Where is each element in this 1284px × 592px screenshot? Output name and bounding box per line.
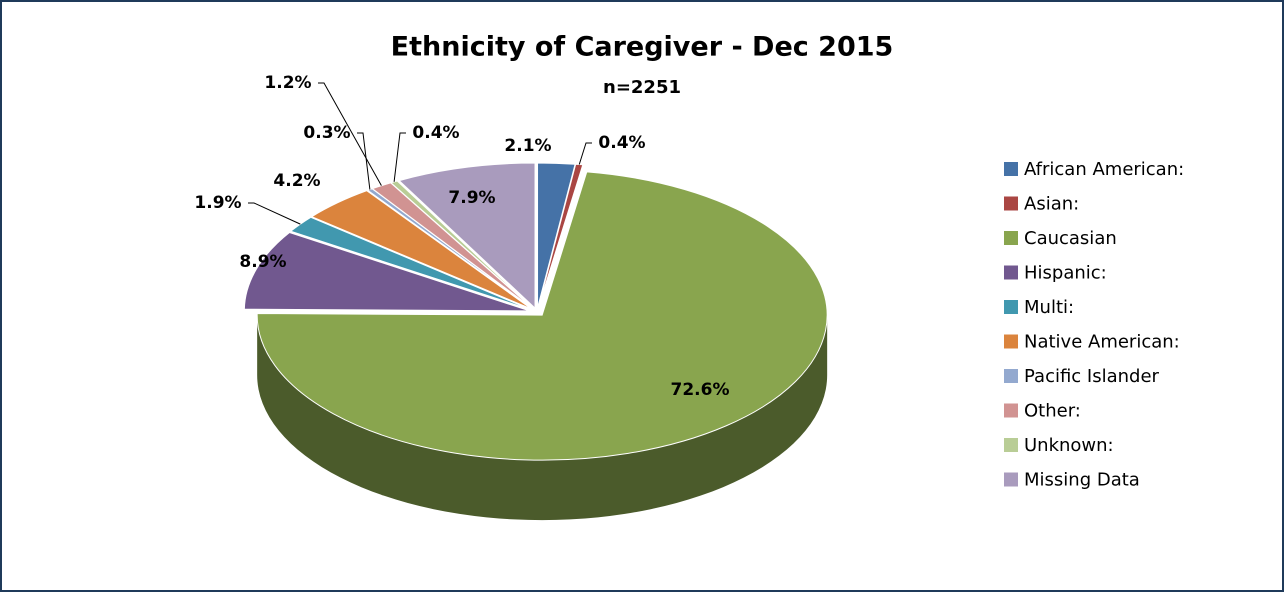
value-label: 0.3% <box>303 123 350 143</box>
value-label: 1.9% <box>194 193 241 213</box>
leader-line <box>357 132 371 190</box>
leader-line <box>248 202 301 225</box>
leader-line <box>393 132 406 182</box>
legend-label: Unknown: <box>1024 435 1114 456</box>
slice <box>537 162 576 309</box>
legend-label: Pacific Islander <box>1024 366 1160 387</box>
leader-line <box>578 142 592 165</box>
slice <box>243 231 530 312</box>
legend-label: Hispanic: <box>1024 263 1107 284</box>
legend-label: African American: <box>1024 159 1184 180</box>
chart-subtitle: n=2251 <box>603 77 681 98</box>
legend-swatch <box>1004 403 1018 418</box>
value-label: 72.6% <box>671 380 730 400</box>
value-label: 7.9% <box>448 188 495 208</box>
legend-swatch <box>1004 300 1018 314</box>
legend-swatch <box>1004 265 1018 280</box>
slice <box>310 190 532 310</box>
chart-title: Ethnicity of Caregiver - Dec 2015 <box>391 32 894 63</box>
pie-tops <box>243 162 828 461</box>
pie-sides <box>257 315 828 521</box>
legend-swatch <box>1004 438 1018 452</box>
leader-line <box>318 82 382 186</box>
legend-swatch <box>1004 472 1018 487</box>
value-label: 2.1% <box>504 136 551 156</box>
slice-side <box>257 315 828 521</box>
legend-label: Asian: <box>1024 194 1079 215</box>
legend-swatch <box>1004 162 1018 176</box>
legend-swatch <box>1004 196 1018 211</box>
legend-label: Caucasian <box>1024 228 1117 249</box>
legend-label: Multi: <box>1024 297 1074 318</box>
legend-label: Native American: <box>1024 332 1180 353</box>
legend-swatch <box>1004 369 1018 383</box>
value-label: 8.9% <box>239 252 286 272</box>
value-label: 1.2% <box>264 73 311 93</box>
value-label: 4.2% <box>273 171 320 191</box>
legend-swatch <box>1004 231 1018 245</box>
value-label: 0.4% <box>598 133 645 153</box>
value-label: 0.4% <box>412 123 459 143</box>
legend-label: Missing Data <box>1024 470 1140 491</box>
slice <box>256 171 828 461</box>
legend-label: Other: <box>1024 401 1081 422</box>
legend-swatch <box>1004 334 1018 349</box>
slice <box>398 162 536 310</box>
